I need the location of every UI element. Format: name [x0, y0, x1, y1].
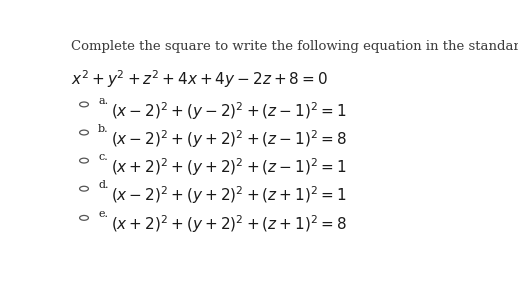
Text: $(x+2)^2+(y+2)^2+(z+1)^2=8$: $(x+2)^2+(y+2)^2+(z+1)^2=8$	[111, 213, 347, 235]
Text: Complete the square to write the following equation in the standard form for a s: Complete the square to write the followi…	[71, 40, 518, 53]
Text: b.: b.	[98, 124, 109, 134]
Text: e.: e.	[98, 209, 108, 219]
Text: a.: a.	[98, 96, 108, 106]
Text: $(x-2)^2+(y+2)^2+(z+1)^2=1$: $(x-2)^2+(y+2)^2+(z+1)^2=1$	[111, 184, 347, 206]
Text: $(x+2)^2+(y+2)^2+(z-1)^2=1$: $(x+2)^2+(y+2)^2+(z-1)^2=1$	[111, 156, 347, 178]
Text: $(x-2)^2+(y+2)^2+(z-1)^2=8$: $(x-2)^2+(y+2)^2+(z-1)^2=8$	[111, 128, 347, 150]
Text: $(x-2)^2+(y-2)^2+(z-1)^2=1$: $(x-2)^2+(y-2)^2+(z-1)^2=1$	[111, 100, 347, 122]
Text: d.: d.	[98, 180, 109, 190]
Text: $x^2+y^2+z^2+4x+4y-2z+8=0$: $x^2+y^2+z^2+4x+4y-2z+8=0$	[71, 68, 328, 90]
Text: c.: c.	[98, 152, 108, 162]
